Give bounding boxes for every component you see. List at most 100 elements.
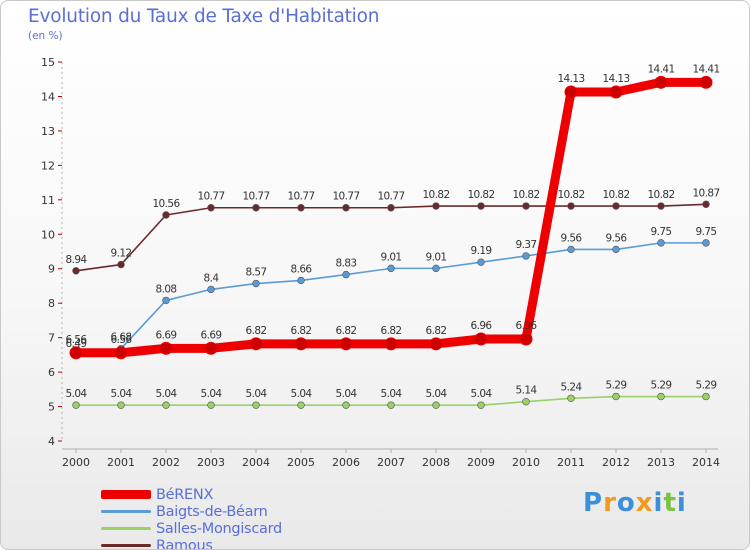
data-point[interactable] [117,260,125,269]
data-point[interactable] [72,401,80,409]
x-tick-label: 2005 [287,456,315,469]
legend-item-baigts-de-bearn[interactable]: Baigts-de-Béarn [101,503,282,520]
data-point[interactable] [252,279,260,288]
data-point[interactable] [522,252,530,260]
data-point[interactable] [654,75,668,89]
data-point[interactable] [429,337,443,351]
data-point[interactable] [522,398,530,406]
legend-item-salles-mongiscard[interactable]: Salles-Mongiscard [101,520,282,537]
data-label: 5.04 [381,388,403,400]
data-label: 8.57 [246,267,267,279]
data-label: 14.41 [692,63,719,75]
data-point[interactable] [162,296,170,305]
data-point[interactable] [162,401,170,409]
data-label: 9.75 [696,226,717,238]
data-label: 6.82 [246,325,267,337]
data-label: 8.94 [66,254,88,266]
series-line [71,77,711,358]
data-point[interactable] [342,270,350,279]
data-point[interactable] [204,341,218,355]
data-point[interactable] [207,285,215,294]
data-point[interactable] [294,337,308,351]
data-point[interactable] [477,202,485,210]
data-point[interactable] [384,337,398,351]
data-point[interactable] [297,204,305,212]
data-point[interactable] [342,401,350,409]
data-point[interactable] [612,245,620,254]
data-label: 5.04 [156,388,178,400]
data-label: 5.29 [606,380,627,392]
data-label: 9.56 [561,232,583,244]
data-point[interactable] [162,211,170,219]
legend-swatch [101,544,151,547]
data-point[interactable] [297,401,305,409]
x-tick-label: 2002 [152,456,180,469]
logo-letter: i [653,488,664,518]
data-label: 10.82 [467,189,494,201]
data-point[interactable] [159,341,173,355]
data-point[interactable] [249,337,263,351]
data-point[interactable] [252,401,260,409]
data-point[interactable] [657,392,665,401]
data-point[interactable] [339,337,353,351]
logo-letter: i [676,488,687,518]
data-point[interactable] [567,394,575,402]
data-label: 8.08 [156,283,177,295]
data-point[interactable] [702,239,710,247]
data-label: 5.04 [246,388,268,400]
y-tick-label: 14 [41,90,55,103]
y-tick-label: 15 [41,56,55,69]
data-point[interactable] [657,239,665,247]
data-point[interactable] [612,202,620,210]
data-label: 10.82 [602,189,629,201]
data-point[interactable] [564,85,578,99]
data-point[interactable] [522,202,530,210]
data-label: 9.37 [516,239,537,251]
logo-letter: t [663,488,677,518]
data-point[interactable] [657,202,665,210]
data-point[interactable] [207,401,215,409]
logo-letter: r [603,488,617,518]
data-point[interactable] [519,332,533,346]
data-point[interactable] [69,346,83,360]
data-point[interactable] [72,267,80,275]
data-point[interactable] [699,75,713,89]
y-tick-label: 8 [48,297,55,310]
data-label: 6.96 [471,320,493,332]
data-point[interactable] [387,264,395,273]
data-label: 9.19 [471,245,492,257]
data-point[interactable] [252,204,260,212]
legend-swatch [101,510,151,513]
data-point[interactable] [342,204,350,212]
data-label: 9.01 [426,251,447,263]
data-label: 6.56 [111,334,133,346]
data-point[interactable] [474,332,488,346]
data-point[interactable] [567,202,575,210]
data-point[interactable] [477,258,485,266]
data-label: 6.56 [66,334,88,346]
data-label: 10.56 [152,198,180,210]
data-point[interactable] [432,202,440,210]
data-point[interactable] [567,245,575,254]
data-point[interactable] [702,392,710,401]
legend-item-berenx[interactable]: BéRENX [101,486,282,503]
data-point[interactable] [387,401,395,409]
data-point[interactable] [297,276,305,285]
data-point[interactable] [207,204,215,212]
data-point[interactable] [609,85,623,99]
data-point[interactable] [702,200,710,208]
legend-item-ramous[interactable]: Ramous [101,537,282,549]
data-point[interactable] [387,204,395,212]
data-point[interactable] [432,264,440,273]
data-point[interactable] [432,401,440,409]
x-tick-label: 2013 [647,456,675,469]
data-point[interactable] [114,346,128,360]
data-point[interactable] [477,401,485,409]
chart-title: Evolution du Taux de Taxe d'Habitation [28,6,380,27]
data-point[interactable] [612,392,620,401]
data-label: 10.82 [422,189,449,201]
data-point[interactable] [117,401,125,409]
series-layer [69,75,713,409]
data-label: 8.66 [291,263,313,275]
